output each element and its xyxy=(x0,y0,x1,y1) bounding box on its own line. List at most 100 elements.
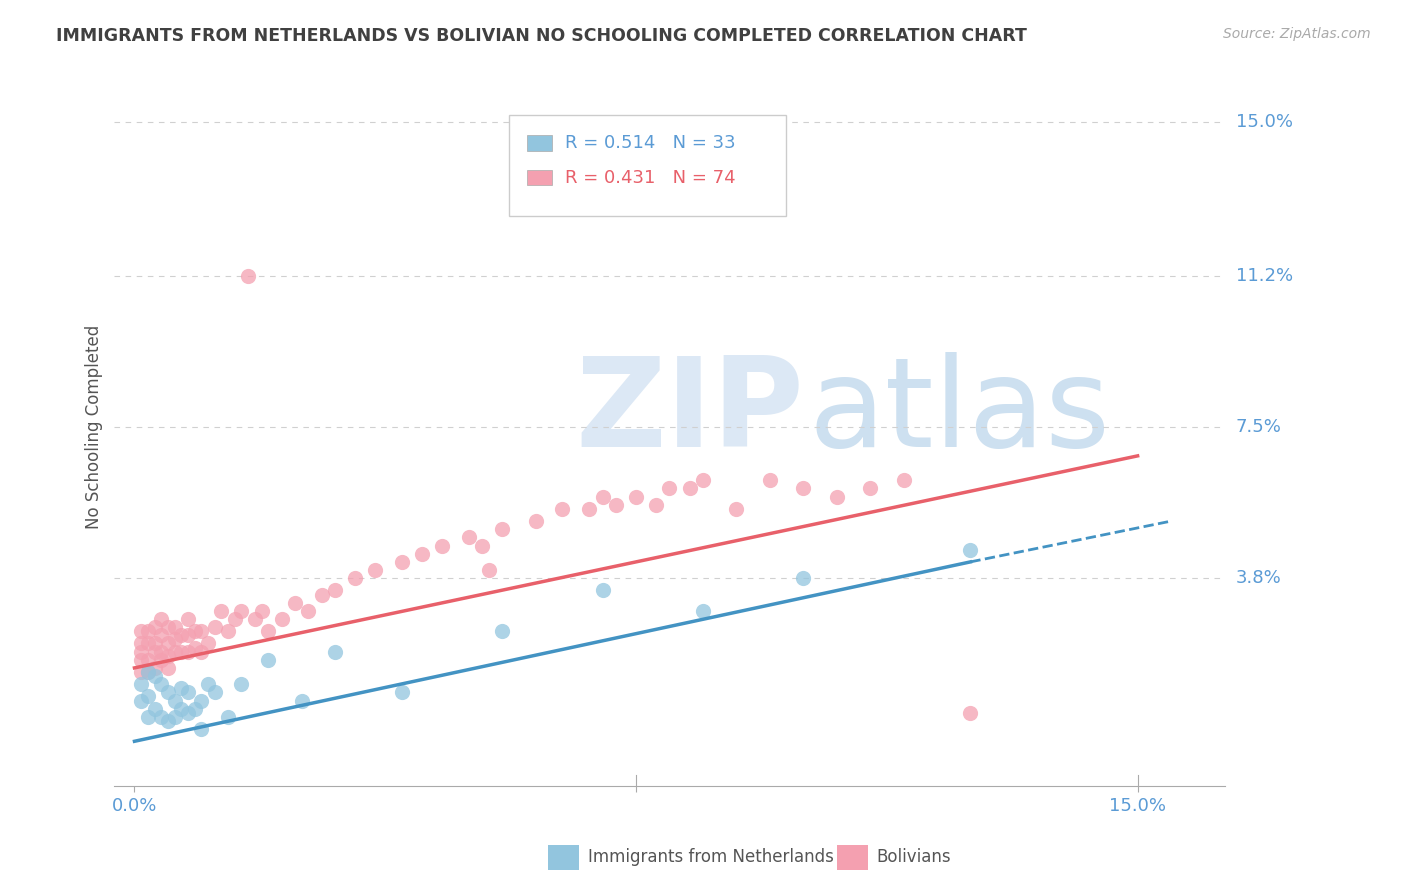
Point xyxy=(692,473,714,487)
Point xyxy=(893,473,915,487)
Point xyxy=(156,685,179,699)
Point xyxy=(959,542,981,557)
Point xyxy=(959,706,981,720)
Point xyxy=(136,710,159,724)
Point xyxy=(678,482,700,496)
Text: 3.8%: 3.8% xyxy=(1236,569,1281,587)
Point xyxy=(177,628,200,642)
Point xyxy=(150,612,173,626)
Point xyxy=(143,620,166,634)
Point xyxy=(725,501,748,516)
Point xyxy=(592,490,614,504)
Point xyxy=(156,620,179,634)
Point xyxy=(471,539,494,553)
Point xyxy=(190,644,212,658)
Point xyxy=(364,563,387,577)
Point xyxy=(150,677,173,691)
Point xyxy=(323,583,346,598)
Point xyxy=(624,490,647,504)
Point xyxy=(291,693,314,707)
Point xyxy=(578,501,600,516)
Point xyxy=(136,624,159,639)
Point xyxy=(311,587,333,601)
Point xyxy=(163,710,186,724)
Point xyxy=(217,710,239,724)
Point xyxy=(136,653,159,667)
Point xyxy=(284,596,307,610)
Point xyxy=(391,685,413,699)
Point xyxy=(190,693,212,707)
Point xyxy=(491,624,513,639)
Point xyxy=(129,677,152,691)
Point xyxy=(551,501,574,516)
Point xyxy=(692,604,714,618)
Point xyxy=(344,571,367,585)
FancyBboxPatch shape xyxy=(527,136,551,151)
Text: IMMIGRANTS FROM NETHERLANDS VS BOLIVIAN NO SCHOOLING COMPLETED CORRELATION CHART: IMMIGRANTS FROM NETHERLANDS VS BOLIVIAN … xyxy=(56,27,1028,45)
Point xyxy=(270,612,292,626)
Point xyxy=(129,624,152,639)
Point xyxy=(190,722,212,736)
Point xyxy=(183,701,205,715)
Point xyxy=(170,644,193,658)
Point xyxy=(136,665,159,679)
Point xyxy=(150,710,173,724)
Point xyxy=(163,620,186,634)
Point xyxy=(129,665,152,679)
Point xyxy=(238,269,260,284)
Point xyxy=(204,620,226,634)
Point xyxy=(197,677,219,691)
Point xyxy=(143,701,166,715)
Point xyxy=(170,701,193,715)
Text: ZIP: ZIP xyxy=(575,352,804,474)
Point xyxy=(143,644,166,658)
Point xyxy=(825,490,848,504)
Point xyxy=(524,514,547,528)
Text: R = 0.514   N = 33: R = 0.514 N = 33 xyxy=(565,134,735,153)
Point xyxy=(430,539,453,553)
Point xyxy=(411,547,433,561)
Point xyxy=(759,473,782,487)
Point xyxy=(177,706,200,720)
Point xyxy=(231,677,253,691)
Point xyxy=(297,604,319,618)
Point xyxy=(209,604,232,618)
Point xyxy=(156,661,179,675)
Point xyxy=(592,583,614,598)
Y-axis label: No Schooling Completed: No Schooling Completed xyxy=(86,326,103,530)
Point xyxy=(491,522,513,536)
Point xyxy=(323,644,346,658)
Point xyxy=(190,624,212,639)
Point xyxy=(645,498,668,512)
Text: atlas: atlas xyxy=(808,352,1111,474)
Text: Source: ZipAtlas.com: Source: ZipAtlas.com xyxy=(1223,27,1371,41)
Text: Bolivians: Bolivians xyxy=(876,848,950,866)
Text: 15.0%: 15.0% xyxy=(1236,112,1292,130)
Point xyxy=(129,653,152,667)
Point xyxy=(792,482,814,496)
Point xyxy=(183,624,205,639)
Point xyxy=(391,555,413,569)
Point xyxy=(204,685,226,699)
Point xyxy=(129,636,152,650)
FancyBboxPatch shape xyxy=(527,169,551,186)
Text: R = 0.431   N = 74: R = 0.431 N = 74 xyxy=(565,169,735,186)
Point xyxy=(478,563,501,577)
Point xyxy=(224,612,246,626)
Point xyxy=(792,571,814,585)
Point xyxy=(197,636,219,650)
Point xyxy=(163,693,186,707)
Point xyxy=(177,644,200,658)
Point xyxy=(257,653,280,667)
Point xyxy=(143,669,166,683)
Point xyxy=(150,628,173,642)
Point xyxy=(143,661,166,675)
Point xyxy=(143,636,166,650)
Point xyxy=(177,612,200,626)
Text: Immigrants from Netherlands: Immigrants from Netherlands xyxy=(588,848,834,866)
Point xyxy=(156,714,179,728)
Point xyxy=(170,628,193,642)
Point xyxy=(129,693,152,707)
Point xyxy=(136,636,159,650)
Point xyxy=(231,604,253,618)
